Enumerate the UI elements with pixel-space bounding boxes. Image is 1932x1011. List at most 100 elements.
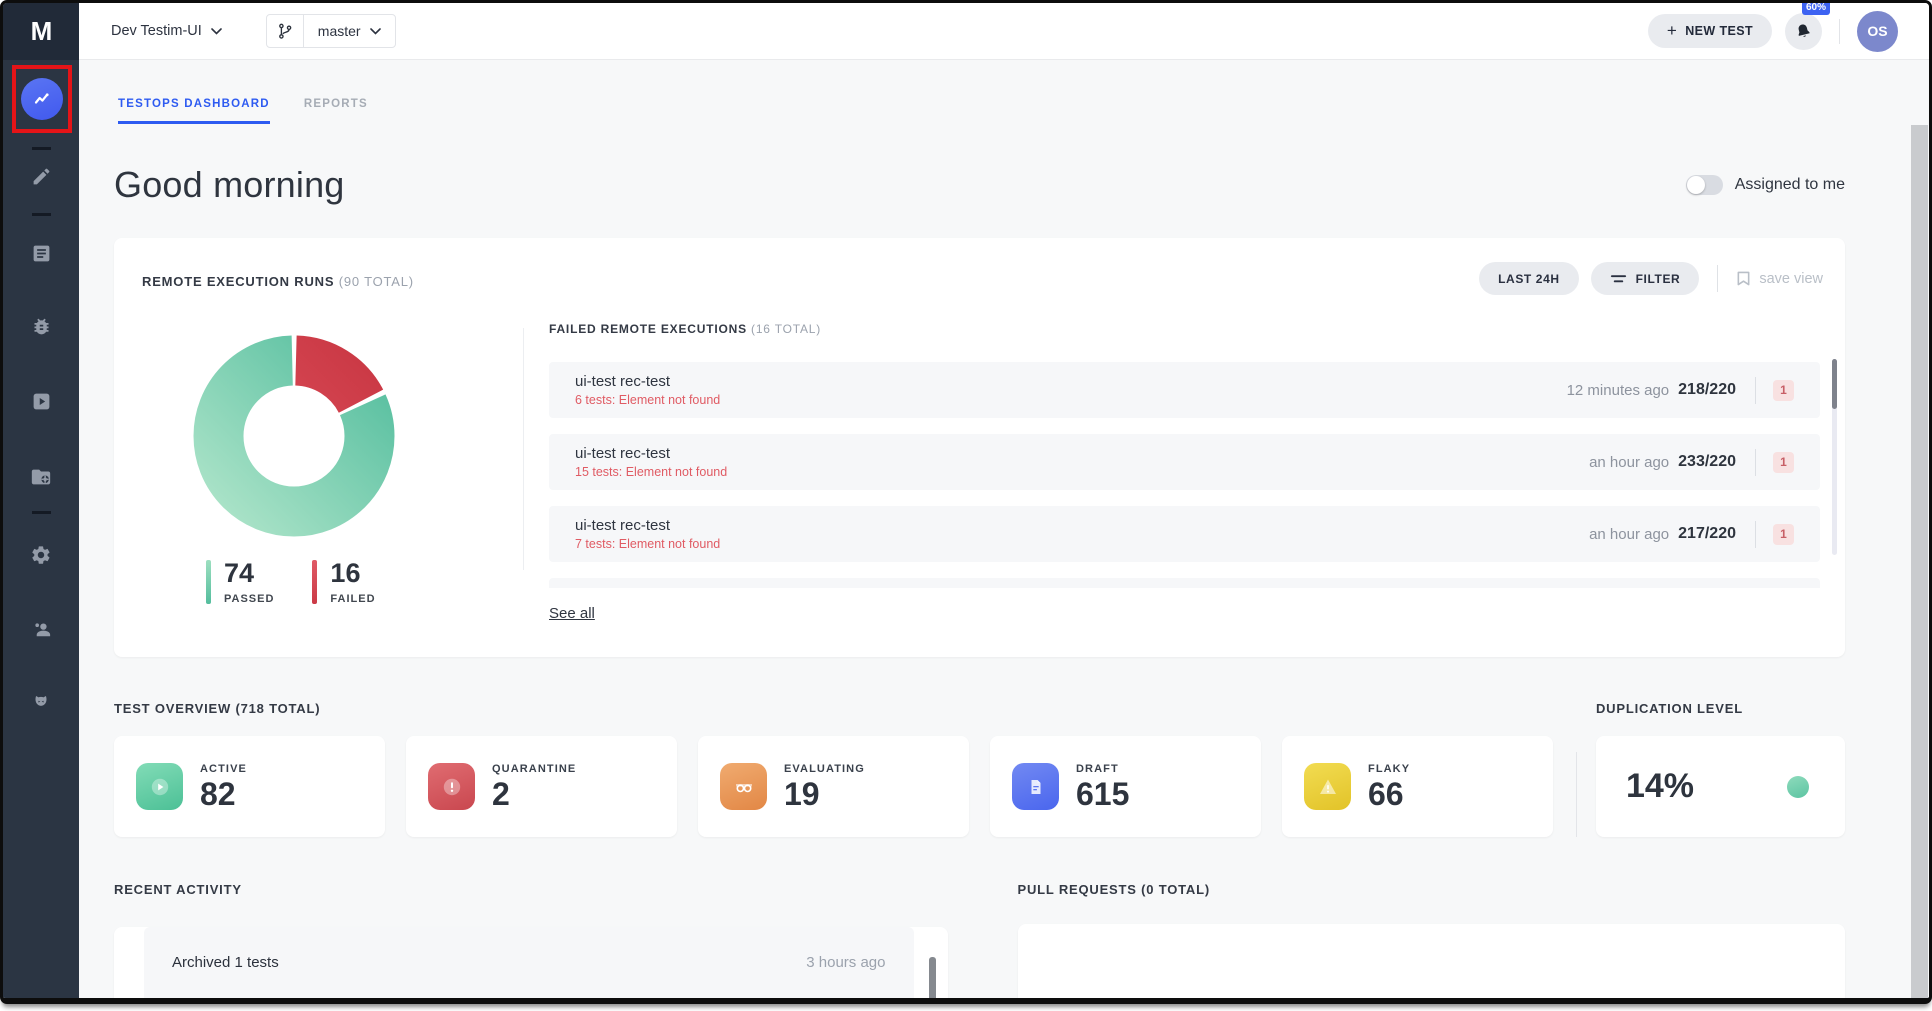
run-name: ui-test rec-test <box>575 373 671 390</box>
row-divider <box>1755 520 1756 548</box>
filter-button[interactable]: FILTER <box>1590 262 1700 295</box>
project-selector[interactable]: Dev Testim-UI <box>111 23 222 39</box>
failed-label: FAILED <box>330 593 376 605</box>
overview-card-draft[interactable]: DRAFT 615 <box>990 736 1261 837</box>
bug-icon <box>34 318 48 335</box>
card-value: 19 <box>784 776 820 812</box>
sidebar-item-incognito[interactable] <box>3 691 79 713</box>
run-error: 15 tests: Element not found <box>575 465 728 479</box>
tab-testops-dashboard[interactable]: TESTOPS DASHBOARD <box>118 98 270 124</box>
run-time: an hour ago <box>1589 525 1670 543</box>
failed-execution-row[interactable]: ui-test rec-test 7 tests: Element not fo… <box>549 506 1820 562</box>
notification-badge: 60% <box>1802 3 1831 15</box>
run-play-icon <box>33 393 49 410</box>
logo-letter: M <box>30 16 53 46</box>
save-view-button[interactable]: save view <box>1736 270 1823 287</box>
page-title: Good morning <box>114 164 345 205</box>
legend-failed: 16 FAILED <box>312 560 375 605</box>
passed-label: PASSED <box>224 593 275 605</box>
sidebar-item-shared-steps[interactable] <box>3 466 79 488</box>
failed-tick <box>312 560 318 604</box>
last-24h-button[interactable]: LAST 24H <box>1479 262 1579 295</box>
row-divider <box>1755 448 1756 476</box>
passed-tick <box>206 560 211 604</box>
overview-card-quarantine[interactable]: QUARANTINE 2 <box>406 736 677 837</box>
remote-runs-title: REMOTE EXECUTION RUNS (90 TOTAL) <box>142 274 414 289</box>
sidebar-item-testops-dashboard[interactable] <box>21 78 63 120</box>
git-branch-icon <box>267 15 304 47</box>
fail-count-badge: 1 <box>1773 523 1794 545</box>
toggle-knob <box>1686 176 1705 194</box>
card-label: FLAKY <box>1368 763 1411 775</box>
overview-card-flaky[interactable]: FLAKY 66 <box>1282 736 1553 837</box>
run-count: 217/220 <box>1678 525 1736 542</box>
run-time: an hour ago <box>1589 453 1670 471</box>
activity-row: Archived 1 tests 3 hours ago <box>144 927 914 998</box>
alert-circle-icon <box>428 763 475 810</box>
play-circle-icon <box>136 763 183 810</box>
activity-scrollbar-thumb[interactable] <box>928 957 936 998</box>
failed-count: 16 <box>330 558 361 588</box>
failed-executions-title: FAILED REMOTE EXECUTIONS (16 TOTAL) <box>549 322 822 336</box>
notifications-button[interactable]: 60% <box>1785 3 1831 50</box>
failed-execution-row[interactable]: ui-test rec-test 15 tests: Element not f… <box>549 434 1820 490</box>
warning-triangle-icon <box>1304 763 1351 810</box>
passed-count: 74 <box>224 558 255 588</box>
sidebar-item-team[interactable] <box>3 618 79 641</box>
main-content: TESTOPS DASHBOARD REPORTS Good morning A… <box>79 60 1929 998</box>
test-overview-title: TEST OVERVIEW (718 TOTAL) <box>114 701 321 716</box>
fail-count-badge: 1 <box>1773 451 1794 473</box>
test-list-icon <box>33 245 49 262</box>
row-divider <box>1755 376 1756 404</box>
filter-icon <box>1610 275 1626 283</box>
run-name: ui-test rec-test <box>575 517 671 534</box>
sidebar-divider <box>32 511 51 514</box>
activity-time: 3 hours ago <box>806 954 886 971</box>
incognito-mask-icon <box>35 696 47 706</box>
remote-execution-runs-card: REMOTE EXECUTION RUNS (90 TOTAL) LAST 24… <box>114 238 1845 657</box>
sidebar-item-bug-report[interactable] <box>3 316 79 337</box>
plus-icon: + <box>1666 20 1678 40</box>
assigned-to-me-label: Assigned to me <box>1734 176 1845 193</box>
testim-logo[interactable]: M <box>3 3 79 60</box>
project-name: Dev Testim-UI <box>111 23 202 39</box>
settings-gear-icon <box>32 546 50 564</box>
overview-card-evaluating[interactable]: EVALUATING 19 <box>698 736 969 837</box>
card-value: 2 <box>492 776 510 812</box>
run-time: 12 minutes ago <box>1566 381 1670 399</box>
sidebar-item-runs[interactable] <box>3 391 79 412</box>
folder-settings-icon <box>31 469 51 485</box>
fail-count-badge: 1 <box>1773 379 1794 401</box>
donut-legend: 74 PASSED 16 FAILED <box>206 560 376 605</box>
overview-card-active[interactable]: ACTIVE 82 <box>114 736 385 837</box>
user-avatar[interactable]: OS <box>1857 10 1898 52</box>
branch-selector[interactable]: master <box>265 14 396 48</box>
card-value: 82 <box>200 776 236 812</box>
see-all-link[interactable]: See all <box>549 605 595 622</box>
sidebar-divider <box>32 213 51 216</box>
pencil-icon <box>33 168 49 185</box>
tab-reports[interactable]: REPORTS <box>303 98 368 110</box>
evaluating-icon <box>720 763 767 810</box>
failed-execution-row[interactable]: ui-test rec-test 6 tests: Element not fo… <box>549 362 1820 418</box>
card-label: ACTIVE <box>200 763 247 775</box>
duplication-card: 14% <box>1595 736 1845 837</box>
document-icon <box>1012 763 1059 810</box>
assigned-to-me-toggle[interactable] <box>1685 175 1723 195</box>
sidebar-item-test-list[interactable] <box>3 243 79 264</box>
sidebar-item-editor[interactable] <box>3 166 79 187</box>
list-scrollbar-thumb[interactable] <box>1832 359 1837 409</box>
new-test-button[interactable]: + NEW TEST <box>1647 14 1772 48</box>
avatar-initials: OS <box>1867 23 1888 39</box>
runs-donut-chart <box>193 335 395 537</box>
run-count: 233/220 <box>1678 453 1736 470</box>
page-scrollbar[interactable] <box>1911 125 1928 998</box>
sidebar-item-settings[interactable] <box>3 544 79 566</box>
list-scrollbar[interactable] <box>1832 359 1837 555</box>
pull-requests-card <box>1017 924 1845 998</box>
sidebar: M <box>3 3 79 998</box>
new-test-label: NEW TEST <box>1685 24 1753 38</box>
actions-divider <box>1717 265 1719 292</box>
card-value: 66 <box>1368 776 1404 812</box>
failed-executions-section: FAILED REMOTE EXECUTIONS (16 TOTAL) ui-t… <box>549 322 1820 623</box>
